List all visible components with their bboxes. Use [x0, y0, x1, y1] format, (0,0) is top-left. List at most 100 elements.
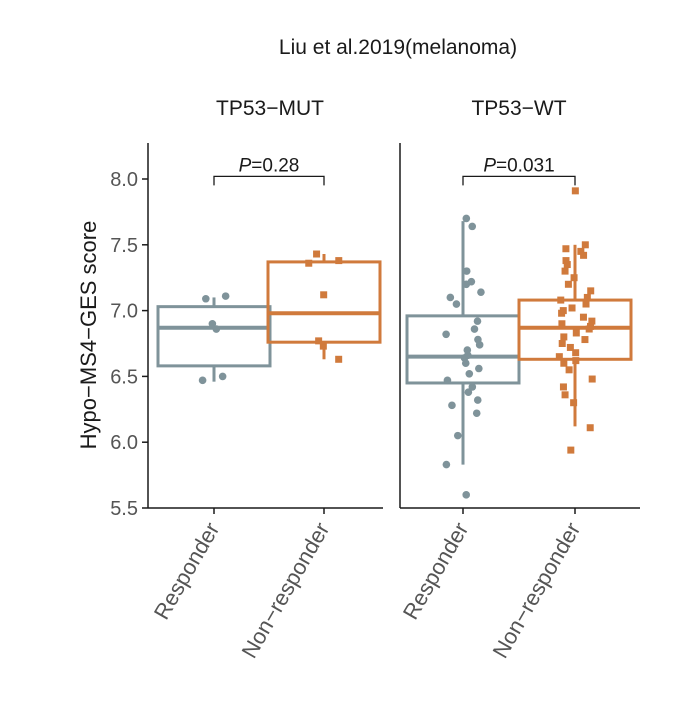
- data-point: [587, 322, 595, 330]
- data-point: [558, 340, 566, 347]
- y-tick-label: 7.5: [110, 235, 138, 257]
- p-symbol: P: [483, 155, 496, 176]
- data-point: [468, 222, 477, 231]
- box: [266, 260, 382, 344]
- data-point: [568, 304, 576, 312]
- data-point: [572, 349, 580, 357]
- p-value: =0.031: [496, 155, 555, 176]
- box: [156, 305, 272, 368]
- data-point: [446, 293, 455, 302]
- data-point: [198, 376, 207, 385]
- significance-bracket: [213, 175, 325, 186]
- data-point: [570, 399, 578, 407]
- panel-tp53-wt: Responder Non−responder P=0.031: [398, 143, 640, 662]
- y-tick-label: 6.5: [110, 366, 138, 388]
- data-point: [463, 346, 472, 354]
- box-group-non-responder: [266, 250, 382, 363]
- data-point: [557, 296, 565, 304]
- data-point: [559, 307, 567, 315]
- y-tick-label: 8.0: [110, 169, 138, 191]
- data-point: [586, 424, 594, 432]
- data-point: [581, 241, 589, 249]
- data-point: [448, 401, 456, 410]
- y-axis-label: Hypo−MS4−GES score: [76, 221, 101, 450]
- chart-title: Liu et al.2019(melanoma): [279, 36, 517, 59]
- data-point: [558, 320, 566, 328]
- data-point: [571, 187, 579, 195]
- data-point: [319, 342, 327, 350]
- p-value-label: P=0.28: [239, 155, 300, 176]
- box-group-responder: [156, 292, 272, 385]
- data-point: [583, 293, 591, 301]
- data-point: [477, 288, 485, 296]
- panel-title-tp53-mut: TP53−MUT: [216, 97, 324, 120]
- data-point: [577, 247, 585, 255]
- data-point: [442, 460, 451, 469]
- data-point: [202, 294, 210, 303]
- data-point: [563, 261, 571, 269]
- box: [405, 314, 521, 385]
- data-point: [562, 257, 570, 265]
- data-point: [467, 277, 476, 286]
- data-point: [565, 366, 573, 374]
- data-point: [470, 325, 479, 333]
- panel-title-tp53-wt: TP53−WT: [471, 97, 566, 120]
- data-point: [572, 329, 580, 337]
- data-point: [588, 317, 596, 325]
- box-group-non-responder: [517, 187, 633, 454]
- p-symbol: P: [239, 155, 252, 176]
- p-value-label: P=0.031: [483, 155, 554, 176]
- data-point: [462, 267, 471, 275]
- y-tick-label: 6.0: [110, 432, 138, 454]
- data-point: [474, 335, 482, 344]
- data-point: [335, 355, 343, 363]
- data-point: [218, 372, 227, 381]
- data-point: [442, 330, 450, 339]
- box-group-responder: [405, 214, 521, 499]
- data-point: [581, 336, 589, 344]
- data-point: [462, 214, 471, 223]
- data-point: [472, 409, 481, 418]
- data-point: [443, 376, 452, 385]
- data-point: [560, 359, 568, 367]
- x-tick-label: Responder: [398, 518, 473, 624]
- data-point: [559, 383, 567, 391]
- data-point: [562, 245, 570, 253]
- data-point: [588, 375, 596, 383]
- data-point: [582, 300, 590, 308]
- data-point: [212, 325, 221, 333]
- data-point: [452, 300, 461, 308]
- data-point: [313, 250, 321, 258]
- data-point: [564, 280, 572, 288]
- data-point: [464, 388, 473, 396]
- x-tick-label: Responder: [149, 518, 224, 624]
- data-point: [561, 267, 569, 275]
- panel-tp53-mut: Responder Non−responder P=0.28: [148, 155, 383, 662]
- x-tick-label: Non−responder: [237, 518, 335, 662]
- data-point: [221, 292, 230, 300]
- data-point: [580, 251, 588, 259]
- significance-bracket: [462, 175, 576, 186]
- data-point: [572, 357, 580, 365]
- data-point: [305, 259, 313, 267]
- data-point: [453, 431, 462, 440]
- data-point: [468, 383, 477, 391]
- data-point: [475, 364, 483, 373]
- data-point: [208, 319, 217, 328]
- data-point: [567, 446, 575, 454]
- y-axis: 5.5 6.0 6.5 7.0 7.5 8.0: [110, 143, 149, 520]
- data-point: [566, 343, 574, 351]
- data-point: [561, 391, 569, 399]
- data-point: [555, 353, 563, 361]
- data-point: [560, 333, 568, 341]
- data-point: [570, 274, 578, 282]
- data-point: [335, 257, 343, 265]
- y-tick-label: 5.5: [110, 498, 138, 520]
- data-point: [473, 396, 482, 404]
- data-point: [315, 337, 323, 345]
- data-point: [320, 291, 328, 299]
- data-point: [465, 369, 474, 378]
- data-point: [473, 317, 482, 325]
- data-point: [579, 313, 587, 321]
